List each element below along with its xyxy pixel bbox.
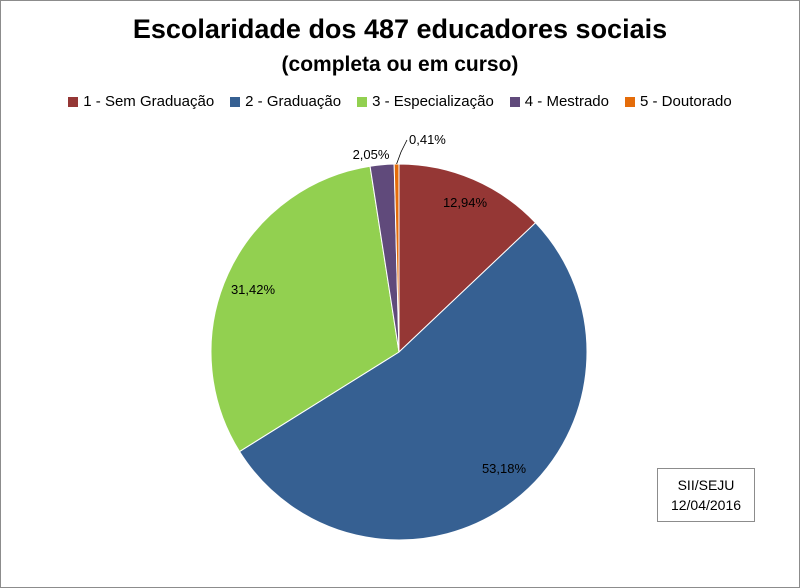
legend-swatch: [230, 96, 241, 107]
source-note-org: SII/SEJU: [677, 477, 735, 493]
legend-swatch: [68, 96, 79, 107]
legend-label: 5 - Doutorado: [640, 93, 732, 110]
source-note: SII/SEJU 12/04/2016: [657, 468, 755, 522]
pie-slice: [210, 165, 400, 453]
pie-data-label: 0,41%: [409, 132, 446, 147]
legend-item-sem-graduacao: 1 - Sem Graduação: [68, 93, 214, 110]
legend-item-doutorado: 5 - Doutorado: [625, 93, 732, 110]
legend-swatch: [509, 96, 520, 107]
legend-label: 2 - Graduação: [245, 93, 342, 110]
legend-label: 4 - Mestrado: [524, 93, 609, 110]
pie-slice: [238, 222, 588, 541]
chart-subtitle: (completa ou em curso): [281, 53, 519, 76]
pie-slice: [393, 163, 400, 353]
pie-data-label: 31,42%: [231, 282, 276, 297]
pie-data-label: 12,94%: [443, 195, 488, 210]
chart-title: Escolaridade dos 487 educadores sociais: [132, 14, 668, 44]
legend-swatch: [357, 96, 368, 107]
leader-line: [396, 139, 408, 165]
legend-item-especializacao: 3 - Especialização: [357, 93, 494, 110]
legend-label: 3 - Especialização: [372, 93, 494, 110]
pie-data-label: 53,18%: [482, 461, 527, 476]
source-note-date: 12/04/2016: [670, 497, 742, 513]
legend-label: 1 - Sem Graduação: [83, 93, 215, 110]
legend-item-mestrado: 4 - Mestrado: [509, 93, 609, 110]
chart-legend: 1 - Sem Graduação 2 - Graduação 3 - Espe…: [0, 93, 800, 110]
pie-slice: [398, 163, 537, 354]
pie-data-label: 2,05%: [353, 147, 390, 162]
legend-swatch: [625, 96, 635, 107]
legend-item-graduacao: 2 - Graduação: [230, 93, 341, 110]
